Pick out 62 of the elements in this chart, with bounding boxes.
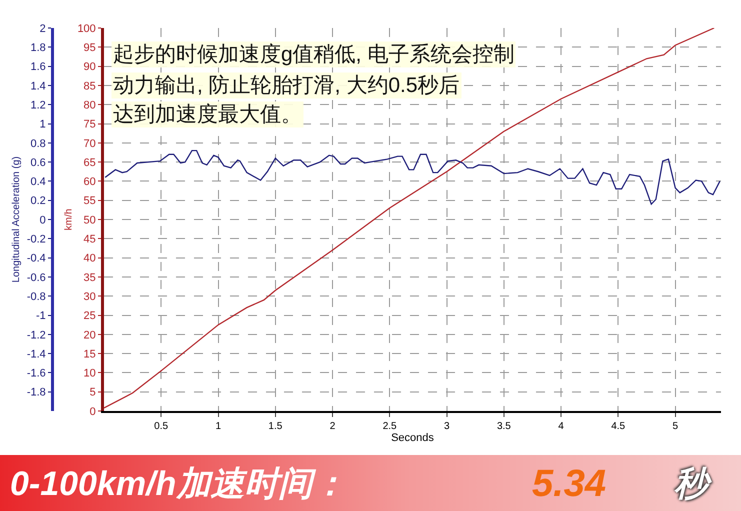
y2-axis-title: Longitudinal Acceleration (g) — [10, 156, 22, 283]
y2-tick-label: -1.2 — [26, 329, 46, 342]
y2-tick-label: 2 — [40, 22, 46, 35]
y-tick-label: 95 — [84, 42, 96, 54]
y2-tick-label: -1.8 — [26, 386, 46, 399]
y2-tick-label: -1 — [36, 310, 46, 322]
x-axis-title: Seconds — [391, 432, 434, 444]
y2-tick-label: 0.6 — [30, 156, 46, 169]
line-series — [104, 28, 715, 409]
y-tick-label: 15 — [84, 348, 96, 360]
y-tick-label: 30 — [84, 290, 96, 303]
y-tick-label: 100 — [77, 22, 96, 35]
y-tick-label: 75 — [84, 118, 96, 131]
x-tick-label: 2 — [330, 421, 336, 432]
y-tick-label: 50 — [84, 214, 96, 226]
y-tick-label: 5 — [90, 386, 96, 399]
x-tick-label: 1 — [215, 421, 222, 432]
x-tick-label: 2.5 — [382, 421, 398, 432]
y2-tick-label: -1.6 — [26, 368, 46, 380]
annotation: 起步的时候加速度g值稍低, 电子系统会控制 — [113, 43, 514, 66]
x-tick-label: 4 — [558, 421, 564, 432]
text: 秒 — [674, 465, 712, 503]
y2-tick-label: -0.4 — [26, 252, 46, 265]
line-series — [104, 150, 720, 205]
y-tick-label: 85 — [84, 80, 96, 92]
x-tick-label: 3.5 — [496, 421, 512, 432]
y2-tick-label: -1.4 — [26, 348, 46, 360]
y-tick-label: 80 — [84, 99, 96, 112]
y2-tick-label: 1 — [40, 118, 46, 131]
y-tick-label: 65 — [84, 156, 96, 169]
y-tick-label: 70 — [84, 138, 96, 150]
y-tick-label: 60 — [84, 176, 96, 188]
y2-tick-label: 0.4 — [30, 176, 46, 188]
y2-tick-label: 1.4 — [30, 80, 46, 92]
text: 5.34 — [532, 463, 606, 505]
y2-tick-label: 1.6 — [30, 61, 46, 74]
y-tick-label: 20 — [84, 329, 96, 342]
y2-tick-label: -0.6 — [26, 272, 46, 284]
x-tick-label: 3 — [444, 421, 450, 432]
y-tick-label: 10 — [84, 368, 96, 380]
x-tick-label: 4.5 — [611, 421, 626, 432]
y2-tick-label: 1.2 — [30, 99, 46, 112]
y2-tick-label: -0.2 — [26, 234, 46, 246]
x-tick-label: 0.5 — [154, 421, 169, 432]
y-tick-label: 35 — [84, 272, 96, 284]
y-tick-label: 90 — [84, 61, 96, 74]
y-tick-label: 55 — [84, 195, 96, 208]
annotation: 达到加速度最大值。 — [113, 103, 302, 126]
text: 0-100km/h加速时间： — [10, 465, 346, 503]
y2-tick-label: 0.8 — [30, 138, 46, 150]
y-tick-label: 45 — [84, 234, 96, 246]
x-tick-label: 1.5 — [268, 421, 283, 432]
y-axis-title: km/h — [63, 208, 74, 230]
y2-tick-label: 0 — [40, 214, 46, 226]
y-tick-label: 40 — [84, 252, 96, 265]
y2-tick-label: 1.8 — [30, 42, 46, 54]
y2-tick-label: -0.8 — [26, 290, 46, 303]
x-tick-label: 5 — [672, 421, 679, 432]
annotation: 动力输出, 防止轮胎打滑, 大约0.5秒后 — [113, 74, 460, 97]
y-tick-label: 25 — [84, 310, 96, 322]
y2-tick-label: 0.2 — [30, 195, 46, 208]
y-tick-label: 0 — [90, 406, 96, 418]
